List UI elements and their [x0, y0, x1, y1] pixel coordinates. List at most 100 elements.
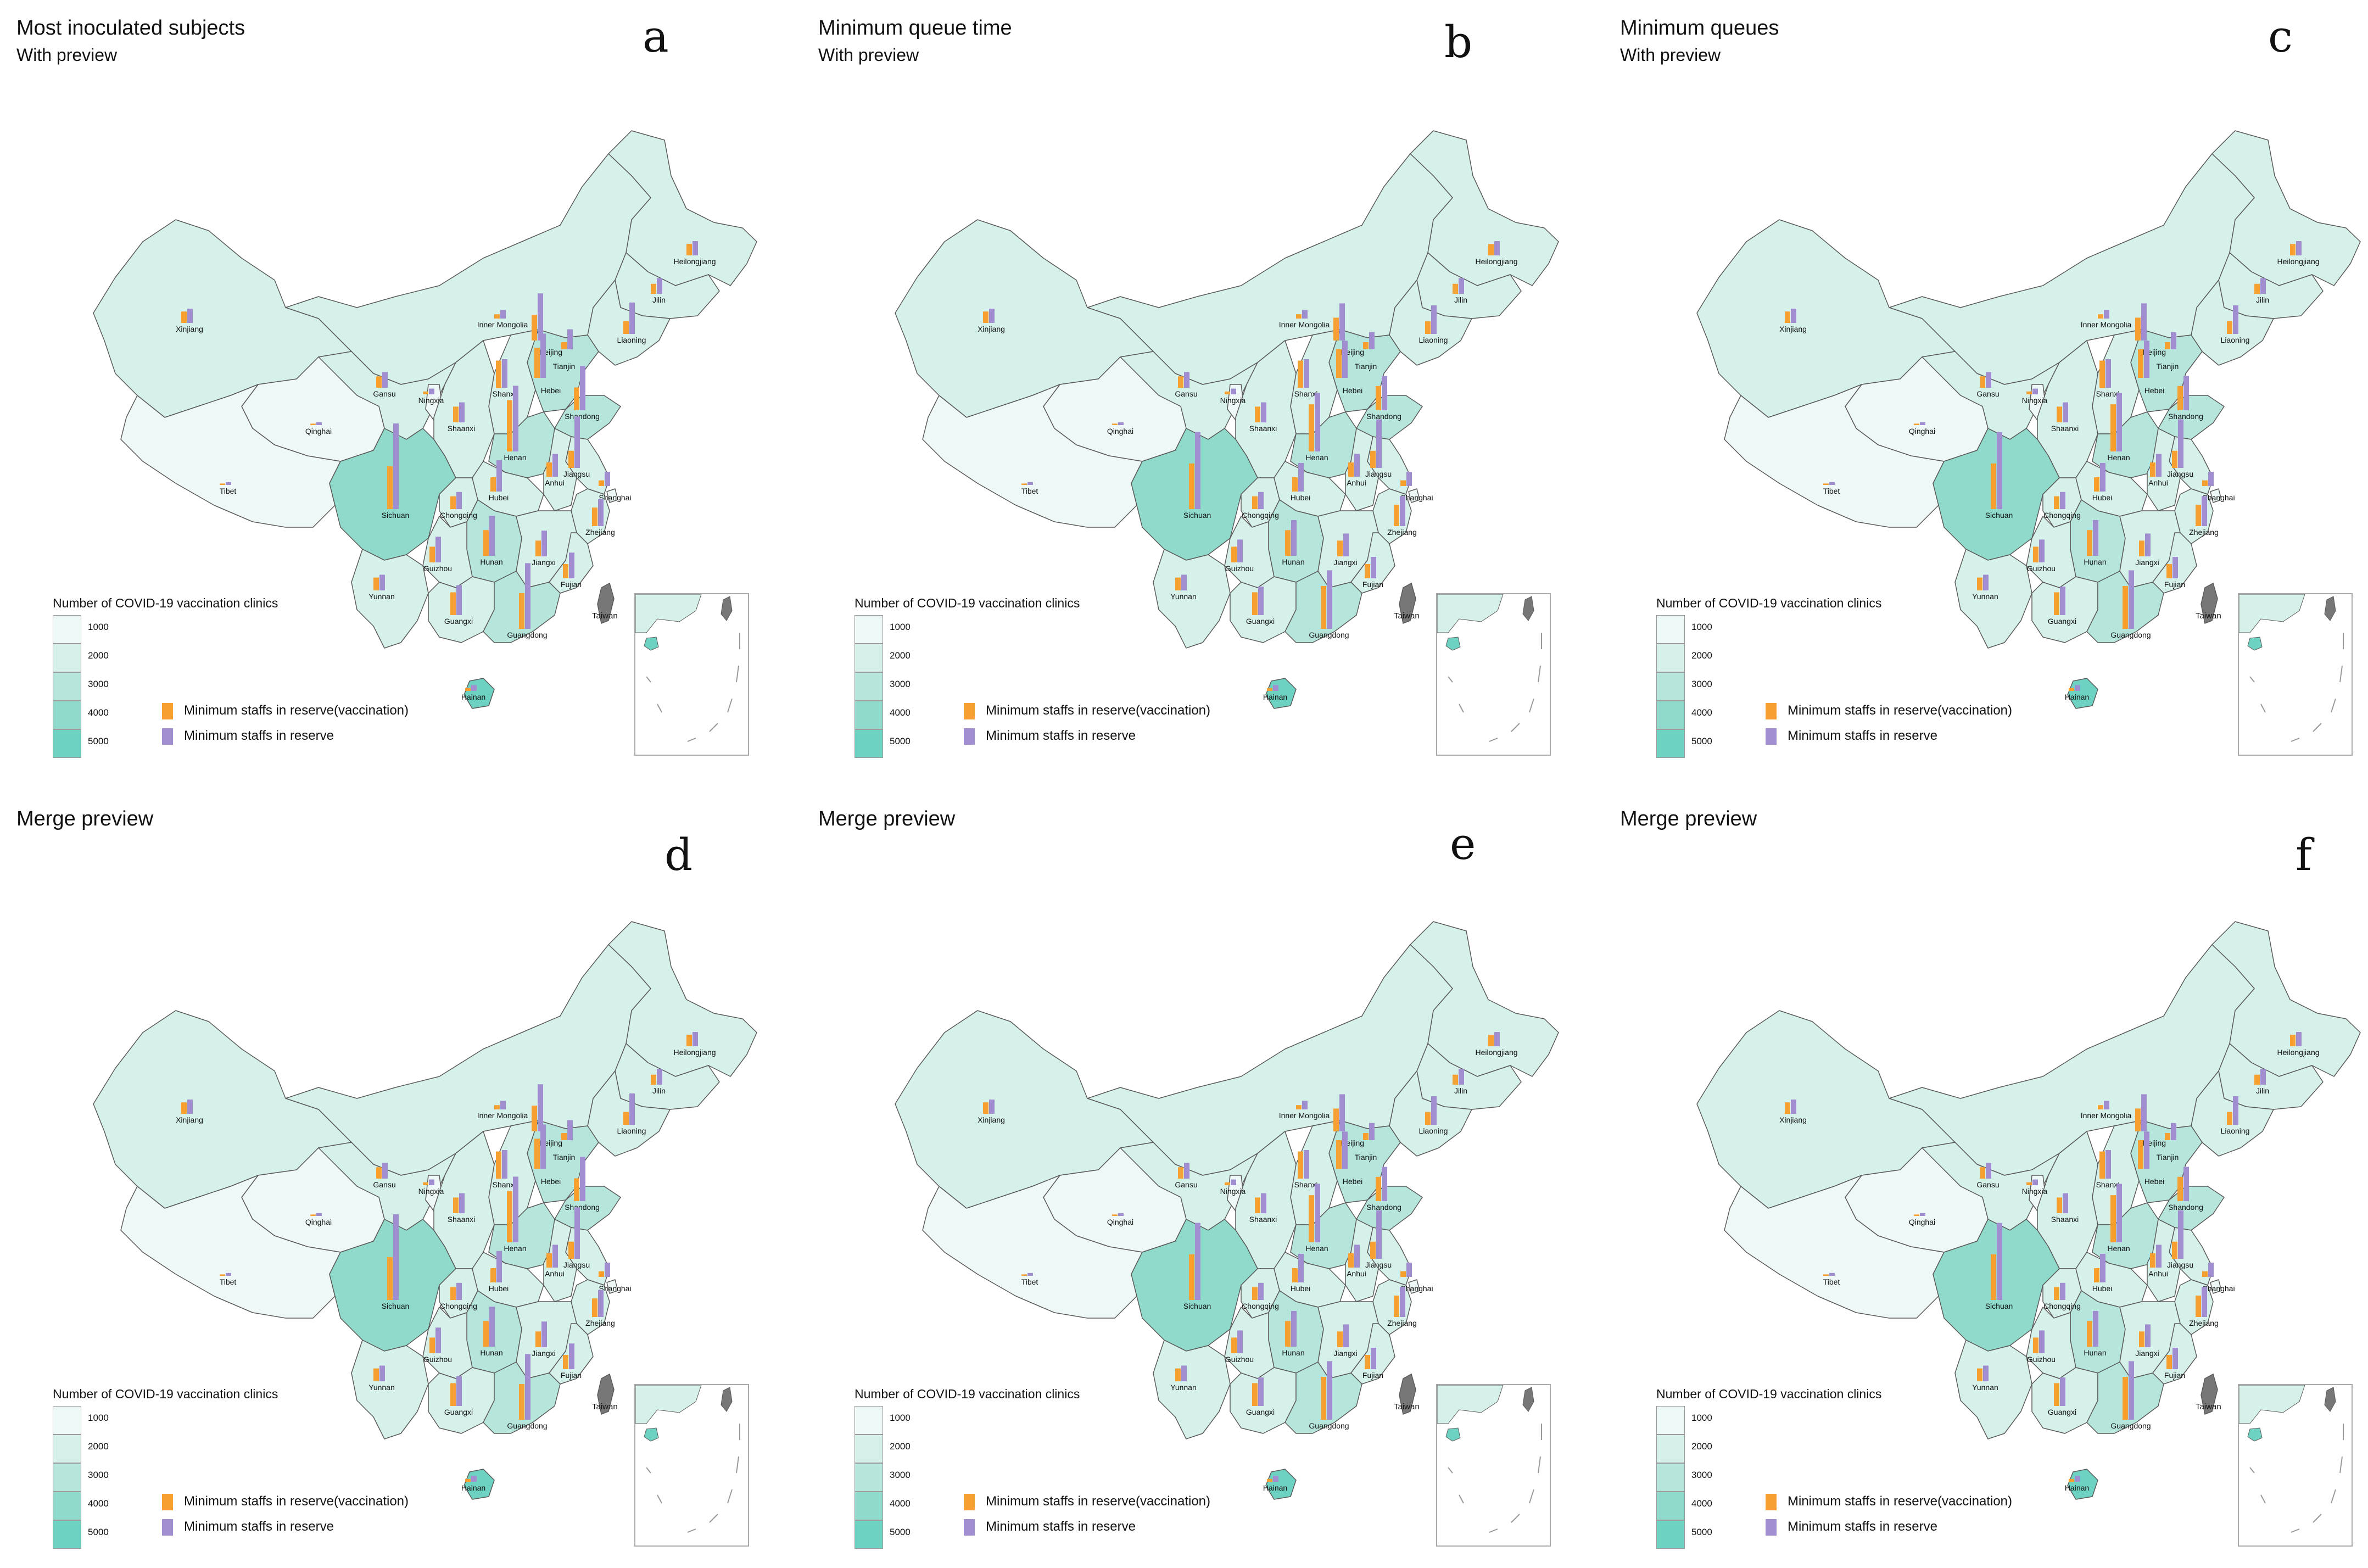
bar-reserve-shandong [2183, 1167, 2189, 1201]
province-label: Jilin [1454, 1086, 1467, 1095]
bar-vaccination-yunnan [1175, 577, 1181, 590]
bar-reserve-jiangxi [2145, 533, 2151, 556]
bar-reserve-jiangxi [541, 1321, 547, 1347]
bar-vaccination-sichuan [387, 1257, 393, 1300]
bar-reserve-guangxi [2060, 587, 2065, 615]
bar-reserve-jiangsu [2178, 1210, 2183, 1259]
legend-swatch [1656, 615, 1685, 644]
nine-dash-line-segment [736, 1456, 739, 1474]
bar-vaccination-beijing [1333, 1108, 1339, 1131]
legend-bar-label: Minimum staffs in reserve [1788, 1519, 1937, 1534]
bar-reserve-liaoning [629, 302, 635, 334]
province-label: Jiangxi [2135, 558, 2159, 567]
bar-vaccination-guangdong [2123, 1377, 2128, 1420]
bar-reserve-tibet [226, 1273, 231, 1276]
province-label: Shanxi [493, 389, 516, 398]
bar-vaccination-tianjin [2165, 1133, 2170, 1140]
bar-vaccination-qinghai [1914, 423, 1919, 425]
bar-reserve-chongqing [2060, 1282, 2065, 1300]
province-label: Heilongjiang [1475, 257, 1517, 266]
bar-vaccination-shanxi [496, 1151, 501, 1179]
bar-vaccination-tibet [220, 483, 225, 485]
legend-swatch [53, 615, 81, 644]
legend-reserve-swatch [964, 728, 975, 745]
bar-reserve-shanghai [2208, 472, 2214, 486]
bar-vaccination-jilin [2254, 1074, 2260, 1085]
inset-taiwan [721, 596, 733, 621]
inset-taiwan [2324, 1387, 2336, 1412]
province-label: Heilongjiang [1475, 1048, 1517, 1057]
bar-reserve-hunan [1291, 1311, 1297, 1347]
bar-reserve-beijing [2141, 303, 2147, 341]
province-label: Xinjiang [978, 325, 1005, 333]
bar-reserve-hubei [1298, 1254, 1304, 1282]
bar-reserve-guizhou [1237, 1330, 1243, 1353]
province-label: Hunan [1282, 557, 1304, 566]
bar-reserve-xinjiang [187, 1100, 193, 1114]
legend-swatch [53, 701, 81, 729]
nine-dash-line-segment [1511, 1514, 1520, 1523]
bar-reserve-jilin [1459, 278, 1464, 294]
province-label: Tibet [1021, 1277, 1038, 1286]
legend-title: Number of COVID-19 vaccination clinics [1656, 1387, 1882, 1401]
bar-vaccination-jiangxi [2139, 540, 2144, 556]
bar-reserve-zhejiang [598, 1290, 604, 1317]
south-china-sea-inset [2238, 593, 2353, 756]
bar-vaccination-heilongjiang [2290, 244, 2296, 255]
province-label: Jiangxi [532, 1349, 556, 1358]
bar-reserve-heilongjiang [1494, 241, 1500, 255]
province-label: Henan [504, 453, 526, 462]
bar-vaccination-hebei [534, 1139, 540, 1169]
panel-subtitle: With preview [1620, 45, 1721, 65]
bar-vaccination-sichuan [1991, 1254, 1996, 1300]
legend-tick-label: 2000 [890, 1441, 911, 1452]
bar-reserve-yunnan [1983, 574, 1989, 590]
bar-reserve-guangdong [1327, 1361, 1332, 1420]
bar-vaccination-jilin [651, 1074, 656, 1085]
bar-reserve-guizhou [435, 1327, 441, 1353]
bar-reserve-tianjin [2171, 1123, 2176, 1140]
bar-vaccination-shanxi [1298, 360, 1303, 388]
province-yunnan [1954, 549, 2032, 649]
bar-vaccination-jiangsu [2172, 1241, 2177, 1259]
bar-reserve-guangdong [525, 1354, 530, 1420]
province-label: Shandong [565, 412, 600, 421]
inset-map [1437, 1385, 1542, 1533]
bar-reserve-ningxia [2032, 1179, 2038, 1185]
bar-vaccination-jiangxi [535, 540, 541, 556]
bar-vaccination-hubei [1292, 1268, 1298, 1282]
bar-vaccination-chongqing [1252, 1287, 1258, 1300]
bar-vaccination-shaanxi [1255, 1197, 1260, 1213]
bar-reserve-guangxi [456, 1376, 462, 1406]
legend-swatch [53, 1406, 81, 1435]
bar-reserve-jiangsu [1376, 1210, 1382, 1259]
province-label: Guangxi [444, 617, 473, 626]
bar-reserve-hainan [2075, 685, 2080, 691]
province-label: Yunnan [368, 592, 395, 601]
bar-reserve-shandong [1382, 376, 1387, 410]
legend-swatch [855, 1492, 883, 1520]
province-label: Sichuan [1183, 1302, 1211, 1310]
province-label: Tianjin [553, 1153, 576, 1162]
province-label: Chongqing [1242, 1302, 1279, 1310]
bar-vaccination-fujian [2166, 1355, 2172, 1369]
bar-vaccination-shandong [2177, 1176, 2183, 1201]
province-label: Zhejiang [585, 1319, 615, 1327]
nine-dash-line-segment [709, 723, 718, 732]
nine-dash-line-segment [727, 698, 733, 713]
bar-vaccination-jiangxi [2139, 1331, 2144, 1347]
province-label: Anhui [1347, 1269, 1366, 1278]
province-label: Gansu [1976, 389, 1999, 398]
bar-reserve-chongqing [456, 1282, 462, 1300]
bar-vaccination-heilongjiang [2290, 1035, 2296, 1046]
bar-vaccination-guangxi [450, 592, 456, 615]
map-panel-e: Merge preview e Heilongjiang Jilin Liaoning I… [802, 791, 1591, 1560]
legend-title: Number of COVID-19 vaccination clinics [1656, 596, 1882, 610]
province-shanghai [606, 488, 618, 503]
bar-vaccination-henan [507, 400, 512, 451]
nine-dash-line-segment [2331, 1489, 2336, 1504]
bar-vaccination-beijing [1333, 317, 1339, 341]
province-label: Jiangsu [2167, 470, 2193, 478]
bar-reserve-fujian [2172, 557, 2178, 578]
bar-reserve-tibet [1027, 1273, 1033, 1276]
